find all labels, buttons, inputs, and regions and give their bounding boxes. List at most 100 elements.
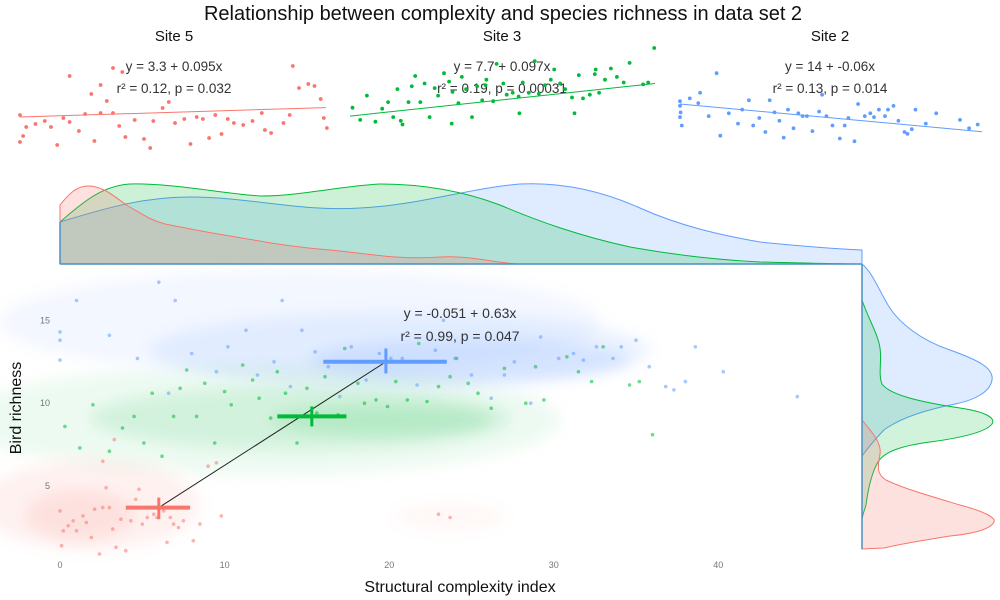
point-site-5-26 (188, 142, 193, 146)
point-site-5-37 (263, 128, 267, 132)
point-site-5-25 (182, 117, 187, 121)
main-point-site3-8 (160, 454, 164, 459)
main-point-site3-15 (222, 389, 227, 394)
point-site-2-45 (902, 130, 907, 134)
main-point-site3-5 (132, 414, 136, 419)
point-site-3-46 (592, 72, 597, 76)
main-point-site2-15 (300, 328, 304, 333)
point-site-5-48 (67, 74, 72, 78)
main-point-site2-34 (556, 356, 561, 361)
main-point-site5-34 (206, 464, 210, 469)
point-site-3-0 (350, 105, 355, 110)
main-point-site5-17 (124, 548, 128, 553)
main-point-site2-21 (377, 351, 382, 356)
point-site-2-44 (896, 118, 901, 123)
point-site-5-7 (55, 143, 60, 147)
point-site-5-32 (225, 117, 230, 121)
point-site-3-57 (398, 118, 403, 123)
point-site-2-3 (678, 110, 683, 115)
point-site-2-2 (678, 115, 682, 119)
point-site-2-28 (817, 109, 821, 114)
point-site-2-47 (909, 127, 914, 132)
x-tick-40: 40 (713, 560, 723, 570)
stats-site-5: r² = 0.12, p = 0.032 (117, 81, 232, 96)
point-site-2-24 (796, 111, 801, 116)
main-point-site2-27 (453, 356, 457, 361)
main-point-site2-36 (581, 358, 586, 362)
point-site-2-53 (975, 122, 980, 127)
point-site-5-22 (160, 106, 165, 110)
point-site-3-13 (422, 81, 427, 86)
main-point-site3-12 (194, 414, 199, 419)
chart-title: Relationship between complexity and spec… (204, 3, 802, 25)
point-site-3-60 (593, 67, 598, 72)
main-point-site5-28 (171, 522, 176, 526)
main-point-site3-20 (268, 416, 273, 420)
main-point-site3-4 (120, 426, 125, 430)
main-point-site3-3 (107, 449, 112, 454)
main-point-site5-27 (168, 515, 173, 520)
y-tick-10: 10 (40, 398, 50, 408)
point-site-2-11 (726, 111, 731, 116)
equation-site-3: y = 7.7 + 0.097x (454, 59, 551, 74)
point-site-3-38 (548, 77, 553, 82)
point-site-2-4 (679, 123, 684, 128)
panel-title-site-5: Site 5 (155, 28, 193, 45)
point-site-2-7 (698, 90, 702, 95)
point-site-3-8 (400, 122, 405, 127)
point-site-2-52 (967, 126, 971, 131)
main-point-site2-32 (528, 401, 533, 406)
main-point-site5-15 (114, 545, 118, 550)
main-point-site2-39 (619, 345, 623, 349)
point-site-5-2 (18, 140, 22, 144)
point-site-3-54 (646, 80, 651, 85)
point-site-3-23 (470, 115, 474, 119)
point-site-2-40 (877, 107, 881, 112)
point-site-2-10 (718, 133, 723, 138)
point-site-5-24 (173, 121, 177, 125)
point-site-5-45 (321, 116, 326, 120)
right-density-site-5 (861, 418, 995, 550)
point-site-3-21 (459, 75, 464, 79)
main-point-site5-33 (198, 522, 202, 526)
main-point-site5-7 (84, 520, 89, 525)
point-site-3-25 (480, 98, 485, 103)
panel-site-5: Site 5 y = 3.3 + 0.095x r² = 0.12, p = 0… (18, 28, 329, 150)
point-site-2-41 (883, 114, 887, 118)
main-point-site2-35 (571, 351, 576, 356)
x-tick-0: 0 (57, 560, 62, 570)
point-site-3-32 (516, 94, 521, 99)
main-point-site2-26 (441, 318, 446, 323)
main-point-site2-29 (489, 396, 494, 401)
main-point-site2-5 (135, 356, 140, 361)
point-site-3-14 (427, 115, 432, 119)
main-point-site2-0 (58, 338, 62, 343)
point-site-5-30 (213, 113, 218, 117)
main-point-site3-44 (524, 401, 528, 406)
main-point-site2-48 (280, 298, 285, 303)
point-site-5-43 (312, 84, 317, 88)
point-site-3-55 (652, 46, 657, 50)
point-site-5-34 (241, 123, 246, 127)
point-site-5-29 (207, 136, 212, 140)
main-point-site3-23 (295, 441, 299, 445)
main-point-site3-22 (283, 391, 288, 396)
main-point-site5-40 (101, 459, 105, 464)
main-point-site3-11 (184, 368, 189, 372)
point-site-3-30 (504, 92, 509, 97)
point-site-2-14 (747, 98, 751, 103)
right-density-site-3 (861, 299, 994, 521)
point-site-5-27 (194, 115, 199, 119)
main-point-site2-12 (255, 373, 260, 377)
stats-site-3: r² = 0.19, p = 0.00031 (437, 81, 567, 96)
main-point-site5-20 (137, 487, 141, 492)
points-site-5 (18, 64, 329, 150)
equation-site-2: y = 14 + -0.06x (785, 59, 875, 74)
point-site-2-46 (905, 132, 910, 136)
point-site-3-44 (581, 96, 585, 101)
point-site-3-5 (386, 100, 390, 104)
stats-site-2: r² = 0.13, p = 0.014 (773, 81, 888, 96)
main-point-site3-16 (229, 403, 233, 407)
